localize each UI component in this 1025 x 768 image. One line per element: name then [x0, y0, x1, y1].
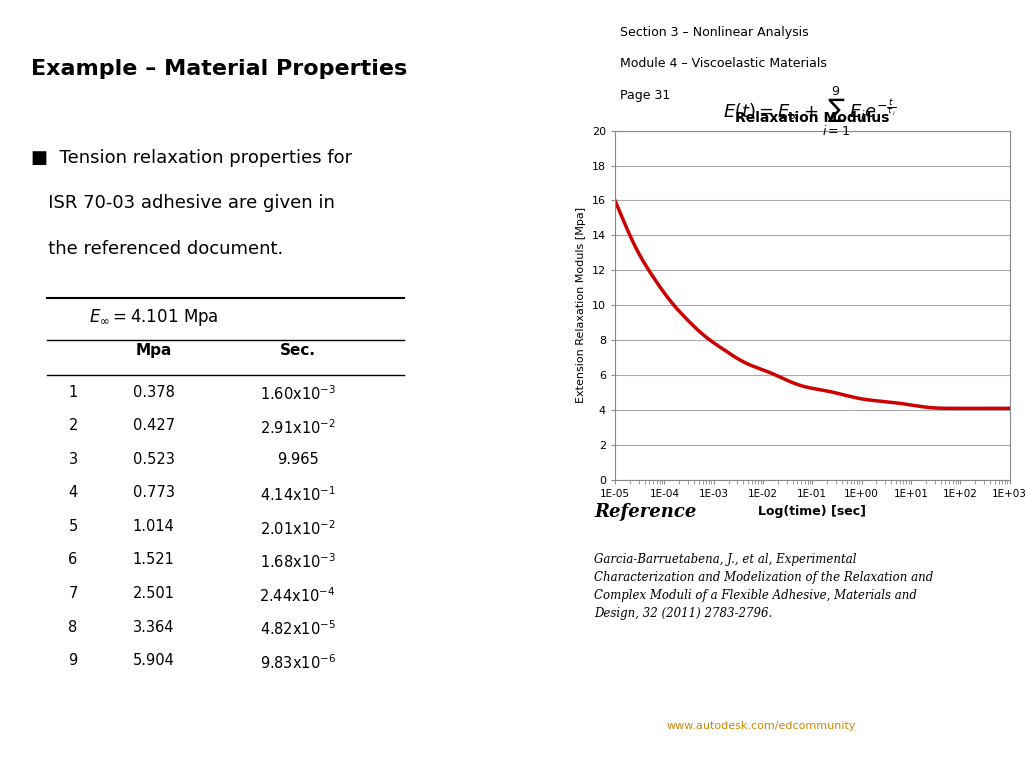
Text: 0.378: 0.378: [133, 385, 174, 400]
Text: 2.91x10$^{-2}$: 2.91x10$^{-2}$: [259, 419, 335, 437]
Text: 3.364: 3.364: [133, 620, 174, 634]
Text: 4.82x10$^{-5}$: 4.82x10$^{-5}$: [259, 620, 335, 638]
Text: 1: 1: [69, 385, 78, 400]
Text: 0.523: 0.523: [133, 452, 174, 467]
Text: Mpa: Mpa: [135, 343, 172, 358]
Text: 0.773: 0.773: [133, 485, 174, 501]
Text: © 2011 Autodesk: © 2011 Autodesk: [10, 721, 90, 730]
X-axis label: Log(time) [sec]: Log(time) [sec]: [758, 505, 866, 518]
Text: Freely licensed for use by educational institutions. Reuse and changes require a: Freely licensed for use by educational i…: [123, 715, 567, 737]
Text: 9.965: 9.965: [277, 452, 319, 467]
Text: 1.521: 1.521: [133, 552, 174, 568]
Text: 0.427: 0.427: [132, 419, 175, 433]
Text: Education Community: Education Community: [892, 741, 1016, 752]
Text: 1.68x10$^{-3}$: 1.68x10$^{-3}$: [259, 552, 336, 571]
Text: 4.14x10$^{-1}$: 4.14x10$^{-1}$: [259, 485, 336, 504]
Text: 9.83x10$^{-6}$: 9.83x10$^{-6}$: [259, 653, 336, 672]
Text: 6: 6: [69, 552, 78, 568]
Text: Sec.: Sec.: [280, 343, 316, 358]
Text: Section 3 – Nonlinear Analysis: Section 3 – Nonlinear Analysis: [620, 26, 809, 39]
Text: Example – Material Properties: Example – Material Properties: [31, 59, 407, 79]
Text: Garcia-Barruetabena, J., et al, Experimental
Characterization and Modelization o: Garcia-Barruetabena, J., et al, Experime…: [594, 553, 934, 620]
Text: Reference: Reference: [594, 503, 697, 521]
Text: $E(t) = E_{\infty} + \sum_{i=1}^{9} E_i e^{-\frac{t}{\tau_i}}$: $E(t) = E_{\infty} + \sum_{i=1}^{9} E_i …: [724, 84, 896, 138]
Text: 1.60x10$^{-3}$: 1.60x10$^{-3}$: [259, 385, 336, 403]
Text: Autodesk: Autodesk: [892, 709, 995, 727]
Text: Page 31: Page 31: [620, 88, 670, 101]
Text: 5.904: 5.904: [133, 653, 174, 668]
Text: 2.44x10$^{-4}$: 2.44x10$^{-4}$: [259, 586, 336, 604]
Text: 9: 9: [69, 653, 78, 668]
Text: 8: 8: [69, 620, 78, 634]
Y-axis label: Extension Relaxation Moduls [Mpa]: Extension Relaxation Moduls [Mpa]: [576, 207, 586, 403]
Text: 2: 2: [69, 419, 78, 433]
Text: 3: 3: [69, 452, 78, 467]
Text: 2.01x10$^{-2}$: 2.01x10$^{-2}$: [259, 519, 335, 538]
Text: $E_{\infty} = 4.101\ \mathrm{Mpa}$: $E_{\infty} = 4.101\ \mathrm{Mpa}$: [89, 307, 218, 329]
Text: 7: 7: [69, 586, 78, 601]
Text: 2.501: 2.501: [133, 586, 174, 601]
Text: ISR 70-03 adhesive are given in: ISR 70-03 adhesive are given in: [31, 194, 335, 213]
Text: the referenced document.: the referenced document.: [31, 240, 283, 257]
Text: 4: 4: [69, 485, 78, 501]
Text: ■  Tension relaxation properties for: ■ Tension relaxation properties for: [31, 149, 353, 167]
Text: www.autodesk.com/edcommunity: www.autodesk.com/edcommunity: [666, 720, 856, 731]
Text: Module 4 – Viscoelastic Materials: Module 4 – Viscoelastic Materials: [620, 58, 827, 71]
Text: 1.014: 1.014: [133, 519, 174, 534]
Title: Relaxation Modulus: Relaxation Modulus: [735, 111, 890, 125]
Text: 5: 5: [69, 519, 78, 534]
